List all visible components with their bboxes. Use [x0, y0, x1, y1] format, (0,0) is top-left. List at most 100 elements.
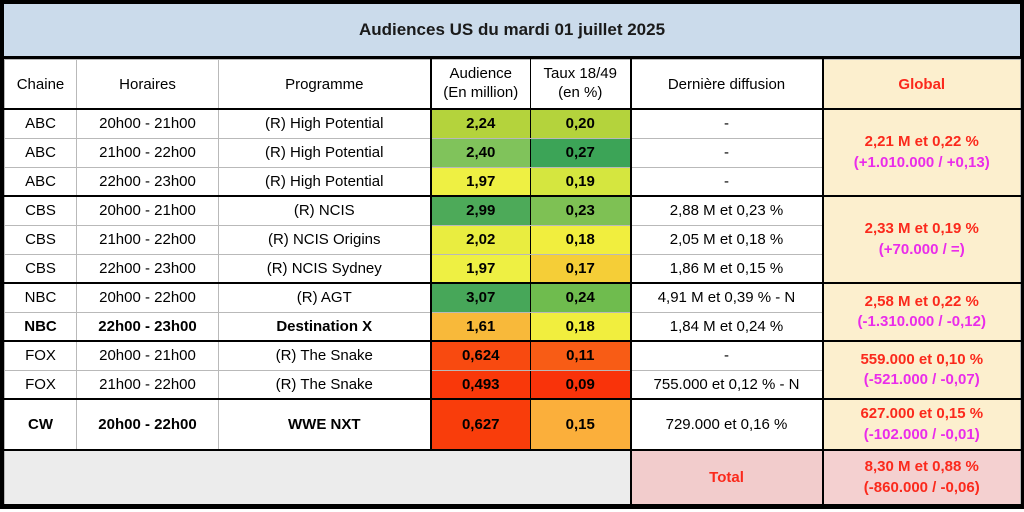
global-main: 2,21 M et 0,22 %	[864, 133, 979, 151]
global-main: 2,58 M et 0,22 %	[864, 292, 979, 310]
header-global: Global	[822, 59, 1021, 110]
channel-cell: CBS	[4, 224, 77, 255]
last-diffusion-cell: -	[630, 166, 824, 197]
time-cell: 20h00 - 21h00	[76, 108, 219, 139]
last-diffusion-cell: 1,84 M et 0,24 %	[630, 311, 824, 342]
global-cell-cw: 627.000 et 0,15 % (-102.000 / -0,01)	[822, 398, 1021, 451]
programme-cell: Destination X	[218, 311, 431, 342]
table-row: CBS 20h00 - 21h00 (R) NCIS 2,99 0,23 2,8…	[4, 195, 1021, 284]
header-row: Chaine Horaires Programme Audience (En m…	[4, 59, 1021, 110]
channel-cell: NBC	[4, 311, 77, 342]
global-delta: (-521.000 / -0,07)	[863, 371, 980, 388]
rate-cell: 0,27	[530, 137, 632, 168]
table-row: CBS 22h00 - 23h00 (R) NCIS Sydney 1,97 0…	[4, 253, 1021, 284]
audience-cell: 2,02	[429, 224, 531, 255]
audience-cell: 3,07	[429, 282, 531, 313]
rate-cell: 0,19	[530, 166, 632, 197]
rate-cell: 0,24	[530, 282, 632, 313]
global-cell-abc: 2,21 M et 0,22 % (+1.010.000 / +0,13)	[822, 108, 1021, 197]
network-group-cw: CW 20h00 - 22h00 WWE NXT 0,627 0,15 729.…	[4, 398, 1021, 451]
programme-cell: (R) High Potential	[218, 137, 431, 168]
audience-cell: 0,627	[429, 398, 531, 451]
programme-cell: (R) High Potential	[218, 166, 431, 197]
programme-cell: (R) The Snake	[218, 369, 431, 400]
channel-cell: FOX	[4, 340, 77, 371]
network-group-cbs: CBS 20h00 - 21h00 (R) NCIS 2,99 0,23 2,8…	[4, 195, 1021, 284]
total-global-cell: 8,30 M et 0,88 % (-860.000 / -0,06)	[822, 449, 1021, 506]
time-cell: 20h00 - 21h00	[76, 340, 219, 371]
global-cell-cbs: 2,33 M et 0,19 % (+70.000 / =)	[822, 195, 1021, 284]
total-group: Total 8,30 M et 0,88 % (-860.000 / -0,06…	[4, 449, 1021, 506]
audience-cell: 0,624	[429, 340, 531, 371]
table-row: CBS 21h00 - 22h00 (R) NCIS Origins 2,02 …	[4, 224, 1021, 255]
total-label: Total	[630, 449, 824, 506]
audience-cell: 0,493	[429, 369, 531, 400]
network-group-abc: ABC 20h00 - 21h00 (R) High Potential 2,2…	[4, 108, 1021, 197]
page-title: Audiences US du mardi 01 juillet 2025	[4, 4, 1020, 59]
last-diffusion-cell: 4,91 M et 0,39 % - N	[630, 282, 824, 313]
total-main: 8,30 M et 0,88 %	[864, 458, 979, 476]
global-delta: (+1.010.000 / +0,13)	[853, 153, 990, 171]
programme-cell: (R) AGT	[218, 282, 431, 313]
programme-cell: (R) NCIS Origins	[218, 224, 431, 255]
table-row: NBC 20h00 - 22h00 (R) AGT 3,07 0,24 4,91…	[4, 282, 1021, 342]
header-programme: Programme	[218, 59, 431, 110]
time-cell: 21h00 - 22h00	[76, 137, 219, 168]
total-delta: (-860.000 / -0,06)	[863, 478, 980, 496]
table-row: ABC 20h00 - 21h00 (R) High Potential 2,2…	[4, 108, 1021, 197]
time-cell: 21h00 - 22h00	[76, 224, 219, 255]
header-derniere-diffusion: Dernière diffusion	[630, 59, 824, 110]
footer-empty-cell	[4, 449, 632, 506]
last-diffusion-cell: 2,05 M et 0,18 %	[630, 224, 824, 255]
audience-cell: 1,61	[429, 311, 531, 342]
global-delta: (-102.000 / -0,01)	[863, 425, 980, 443]
channel-cell: ABC	[4, 137, 77, 168]
table-row: FOX 20h00 - 21h00 (R) The Snake 0,624 0,…	[4, 340, 1021, 400]
header-audience: Audience (En million)	[429, 59, 531, 110]
time-cell: 20h00 - 21h00	[76, 195, 219, 226]
programme-cell: (R) NCIS Sydney	[218, 253, 431, 284]
last-diffusion-cell: 729.000 et 0,16 %	[630, 398, 824, 451]
global-main: 559.000 et 0,10 %	[860, 350, 984, 368]
last-diffusion-cell: -	[630, 340, 824, 371]
programme-cell: (R) High Potential	[218, 108, 431, 139]
time-cell: 22h00 - 23h00	[76, 166, 219, 197]
channel-cell: CBS	[4, 195, 77, 226]
channel-cell: CBS	[4, 253, 77, 284]
global-main: 627.000 et 0,15 %	[860, 405, 984, 423]
programme-cell: (R) NCIS	[218, 195, 431, 226]
last-diffusion-cell: 2,88 M et 0,23 %	[630, 195, 824, 226]
rate-cell: 0,18	[530, 224, 632, 255]
rate-cell: 0,17	[530, 253, 632, 284]
rate-cell: 0,11	[530, 340, 632, 371]
global-cell-fox: 559.000 et 0,10 % (-521.000 / -0,07)	[822, 340, 1021, 400]
network-group-fox: FOX 20h00 - 21h00 (R) The Snake 0,624 0,…	[4, 340, 1021, 400]
global-delta: (+70.000 / =)	[878, 240, 965, 258]
audience-cell: 2,24	[429, 108, 531, 139]
rate-cell: 0,18	[530, 311, 632, 342]
table-row: FOX 21h00 - 22h00 (R) The Snake 0,493 0,…	[4, 369, 1021, 400]
last-diffusion-cell: -	[630, 108, 824, 139]
time-cell: 22h00 - 23h00	[76, 311, 219, 342]
channel-cell: NBC	[4, 282, 77, 313]
audience-cell: 1,97	[429, 253, 531, 284]
rate-cell: 0,20	[530, 108, 632, 139]
programme-cell: (R) The Snake	[218, 340, 431, 371]
time-cell: 20h00 - 22h00	[76, 398, 219, 451]
channel-cell: ABC	[4, 108, 77, 139]
last-diffusion-cell: 1,86 M et 0,15 %	[630, 253, 824, 284]
time-cell: 21h00 - 22h00	[76, 369, 219, 400]
channel-cell: FOX	[4, 369, 77, 400]
last-diffusion-cell: -	[630, 137, 824, 168]
audience-cell: 1,97	[429, 166, 531, 197]
audience-cell: 2,99	[429, 195, 531, 226]
network-group-nbc: NBC 20h00 - 22h00 (R) AGT 3,07 0,24 4,91…	[4, 282, 1021, 342]
time-cell: 20h00 - 22h00	[76, 282, 219, 313]
rate-cell: 0,09	[530, 369, 632, 400]
audience-cell: 2,40	[429, 137, 531, 168]
global-main: 2,33 M et 0,19 %	[864, 220, 979, 238]
rate-cell: 0,15	[530, 398, 632, 451]
table-row: ABC 21h00 - 22h00 (R) High Potential 2,4…	[4, 137, 1021, 168]
time-cell: 22h00 - 23h00	[76, 253, 219, 284]
